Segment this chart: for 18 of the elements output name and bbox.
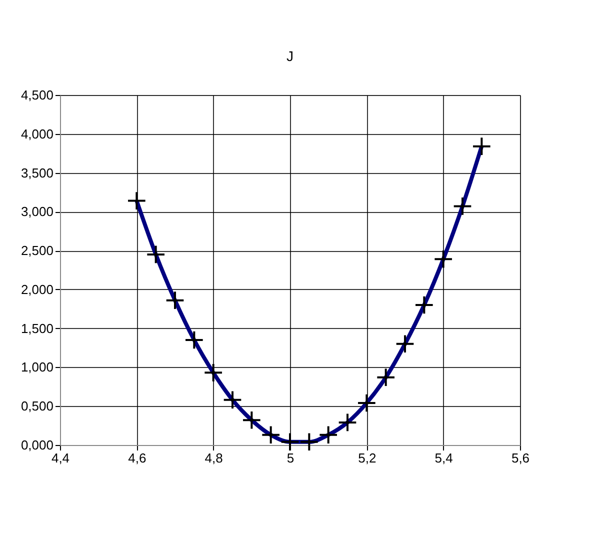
y-tick-label: 4,000: [20, 126, 54, 142]
x-tick-label: 4,6: [128, 450, 146, 466]
chart-title: J: [286, 48, 294, 64]
y-tick-label: 0,500: [20, 398, 54, 414]
y-tick-label: 2,000: [20, 282, 54, 297]
x-tick-label: 4,8: [204, 450, 223, 466]
y-tick-label: 3,000: [20, 204, 54, 220]
y-tick-label: 4,500: [20, 88, 54, 102]
x-tick-label: 5,4: [434, 450, 453, 466]
y-tick-label: 3,500: [20, 165, 54, 180]
x-tick-label: 5,6: [511, 450, 530, 466]
y-tick-label: 1,500: [20, 320, 54, 336]
y-tick-label: 0,000: [20, 438, 54, 452]
y-tick-label: 1,000: [20, 360, 54, 375]
y-tick-label: 2,500: [20, 243, 54, 258]
x-tick-label: 5,2: [358, 450, 376, 466]
x-tick-label: 5: [286, 450, 294, 466]
x-tick-label: 4,4: [51, 450, 70, 466]
